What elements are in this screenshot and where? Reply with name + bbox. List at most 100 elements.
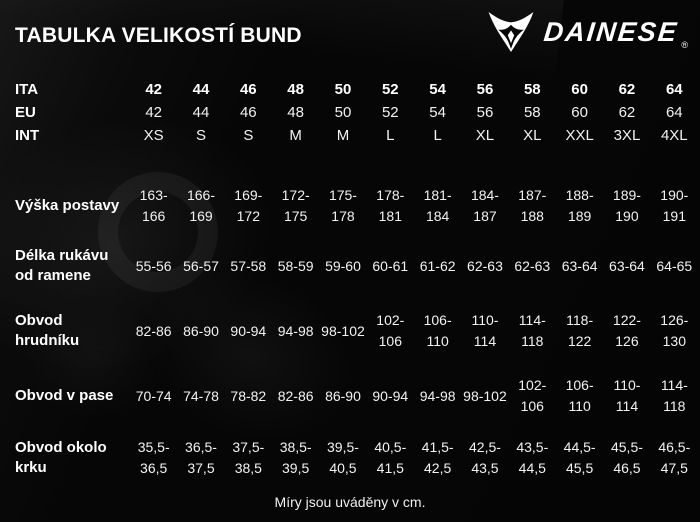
- measure-cell: 110- 114: [471, 312, 499, 349]
- row-label: Obvod okolo krku: [15, 439, 107, 476]
- measure-cell: 188- 189: [565, 187, 594, 224]
- size-cell: 58: [523, 81, 541, 98]
- dainese-logo: DAINESE ®: [487, 8, 688, 56]
- measure-row: Obvod v pase 70-74 74-78 78-82 82-86 86-90 90-…: [0, 365, 698, 427]
- measure-cell: 190- 191: [660, 187, 689, 224]
- size-cell: 58: [523, 104, 541, 121]
- measure-cell: 46,5- 47,5: [658, 439, 691, 476]
- measure-cell: 37,5- 38,5: [232, 439, 265, 476]
- measure-cell: 62-63: [514, 257, 551, 274]
- measure-cell: 90-94: [372, 387, 409, 404]
- measure-cell: 98-102: [463, 387, 507, 404]
- size-cell: M: [289, 127, 302, 144]
- size-cell: L: [433, 127, 442, 144]
- measure-cell: 169- 172: [234, 187, 263, 224]
- measure-cell: 110- 114: [613, 377, 641, 414]
- measure-cell: 74-78: [183, 387, 219, 404]
- size-row: INT XS S S M M L L XL XL XXL 3XL 4XL: [0, 124, 698, 147]
- registered-mark: ®: [681, 40, 688, 50]
- size-cell: XS: [143, 127, 164, 144]
- size-cell: S: [243, 127, 254, 144]
- size-cell: 44: [192, 104, 210, 121]
- measure-cell: 106- 110: [565, 377, 594, 414]
- measure-cell: 172- 175: [281, 187, 310, 224]
- measure-cell: 38,5- 39,5: [279, 439, 312, 476]
- measure-cell: 114- 118: [660, 377, 688, 414]
- size-cell: XL: [523, 127, 542, 144]
- measure-cell: 86-90: [183, 322, 219, 339]
- measure-cell: 61-62: [419, 257, 456, 274]
- size-cell: 64: [665, 104, 683, 121]
- size-cell: 60: [571, 104, 588, 121]
- measure-cell: 166- 169: [186, 187, 215, 224]
- measure-cell: 43,5- 44,5: [516, 439, 549, 476]
- measure-cell: 94-98: [419, 387, 456, 404]
- spacer-row: [0, 147, 698, 177]
- measure-cell: 56-57: [183, 257, 219, 274]
- measure-cell: 94-98: [277, 322, 314, 339]
- measure-cell: 64-65: [656, 257, 693, 274]
- size-cell: 3XL: [613, 127, 641, 144]
- measure-cell: 45,5- 46,5: [610, 439, 643, 476]
- size-table: ITA 42 44 46 48 50 52 54 56 58 60 62 64 EU 42 44 46 48 50 5…: [0, 78, 698, 489]
- footer-note: Míry jsou uváděny v cm.: [274, 494, 426, 510]
- size-cell: 64: [665, 81, 683, 98]
- size-cell: S: [195, 127, 206, 144]
- size-cell: XXL: [565, 127, 594, 144]
- size-cell: 54: [429, 81, 446, 98]
- measure-row: Výška postavy 163- 166 166- 169 169- 172 172…: [0, 177, 698, 235]
- size-cell: 44: [192, 81, 210, 98]
- measure-cell: 35,5- 36,5: [137, 439, 170, 476]
- measure-cell: 98-102: [321, 322, 365, 339]
- size-cell: 60: [571, 81, 588, 98]
- size-cell: 4XL: [660, 127, 688, 144]
- measure-cell: 40,5- 41,5: [374, 439, 407, 476]
- size-cell: 62: [618, 104, 636, 121]
- measure-row: Obvod okolo krku 35,5- 36,5 36,5- 37,5 37,5…: [0, 427, 698, 489]
- size-cell: 52: [381, 81, 399, 98]
- header: TABULKA VELIKOSTÍ BUND DAINESE ®: [0, 0, 700, 78]
- measure-cell: 102- 106: [376, 312, 405, 349]
- measure-cell: 63-64: [609, 257, 645, 274]
- measure-cell: 102- 106: [518, 377, 547, 414]
- measure-cell: 106- 110: [423, 312, 452, 349]
- size-cell: 46: [239, 81, 257, 98]
- size-cell: 54: [429, 104, 446, 121]
- size-cell: 42: [145, 104, 162, 121]
- measure-cell: 178- 181: [376, 187, 405, 224]
- measure-cell: 163- 166: [139, 187, 168, 224]
- dainese-demon-icon: [488, 12, 534, 52]
- row-label: Výška postavy: [15, 197, 120, 214]
- size-cell: 50: [334, 81, 352, 98]
- row-label: INT: [15, 126, 40, 144]
- size-cell: 62: [618, 81, 636, 98]
- measure-cell: 63-64: [561, 257, 598, 274]
- measure-cell: 39,5- 40,5: [327, 439, 359, 476]
- measure-cell: 189- 190: [612, 187, 641, 224]
- row-label: ITA: [15, 80, 39, 98]
- size-cell: 48: [287, 81, 304, 98]
- measure-row: Délka rukávu od ramene 55-56 56-57 57-58 58-…: [0, 235, 698, 297]
- measure-cell: 60-61: [372, 257, 409, 274]
- measure-cell: 78-82: [230, 387, 267, 404]
- measure-cell: 126- 130: [660, 312, 689, 349]
- measure-cell: 122- 126: [612, 312, 641, 349]
- measure-cell: 59-60: [325, 257, 361, 274]
- measure-cell: 187- 188: [518, 187, 547, 224]
- measure-cell: 62-63: [467, 257, 503, 274]
- measure-cell: 86-90: [325, 387, 361, 404]
- measure-cell: 118- 122: [566, 312, 594, 349]
- measure-cell: 175- 178: [328, 187, 357, 224]
- measure-cell: 82-86: [135, 322, 172, 339]
- measure-cell: 36,5- 37,5: [185, 439, 217, 476]
- measure-cell: 44,5- 45,5: [563, 439, 596, 476]
- size-cell: 42: [145, 81, 162, 98]
- size-cell: XL: [475, 127, 495, 144]
- measure-cell: 58-59: [277, 257, 314, 274]
- size-cell: L: [386, 127, 395, 144]
- row-label: Obvod hrudníku: [15, 312, 80, 349]
- size-cell: 50: [334, 104, 352, 121]
- size-row: EU 42 44 46 48 50 52 54 56 58 60 62 64: [0, 101, 698, 124]
- dainese-wordmark: DAINESE: [542, 17, 680, 47]
